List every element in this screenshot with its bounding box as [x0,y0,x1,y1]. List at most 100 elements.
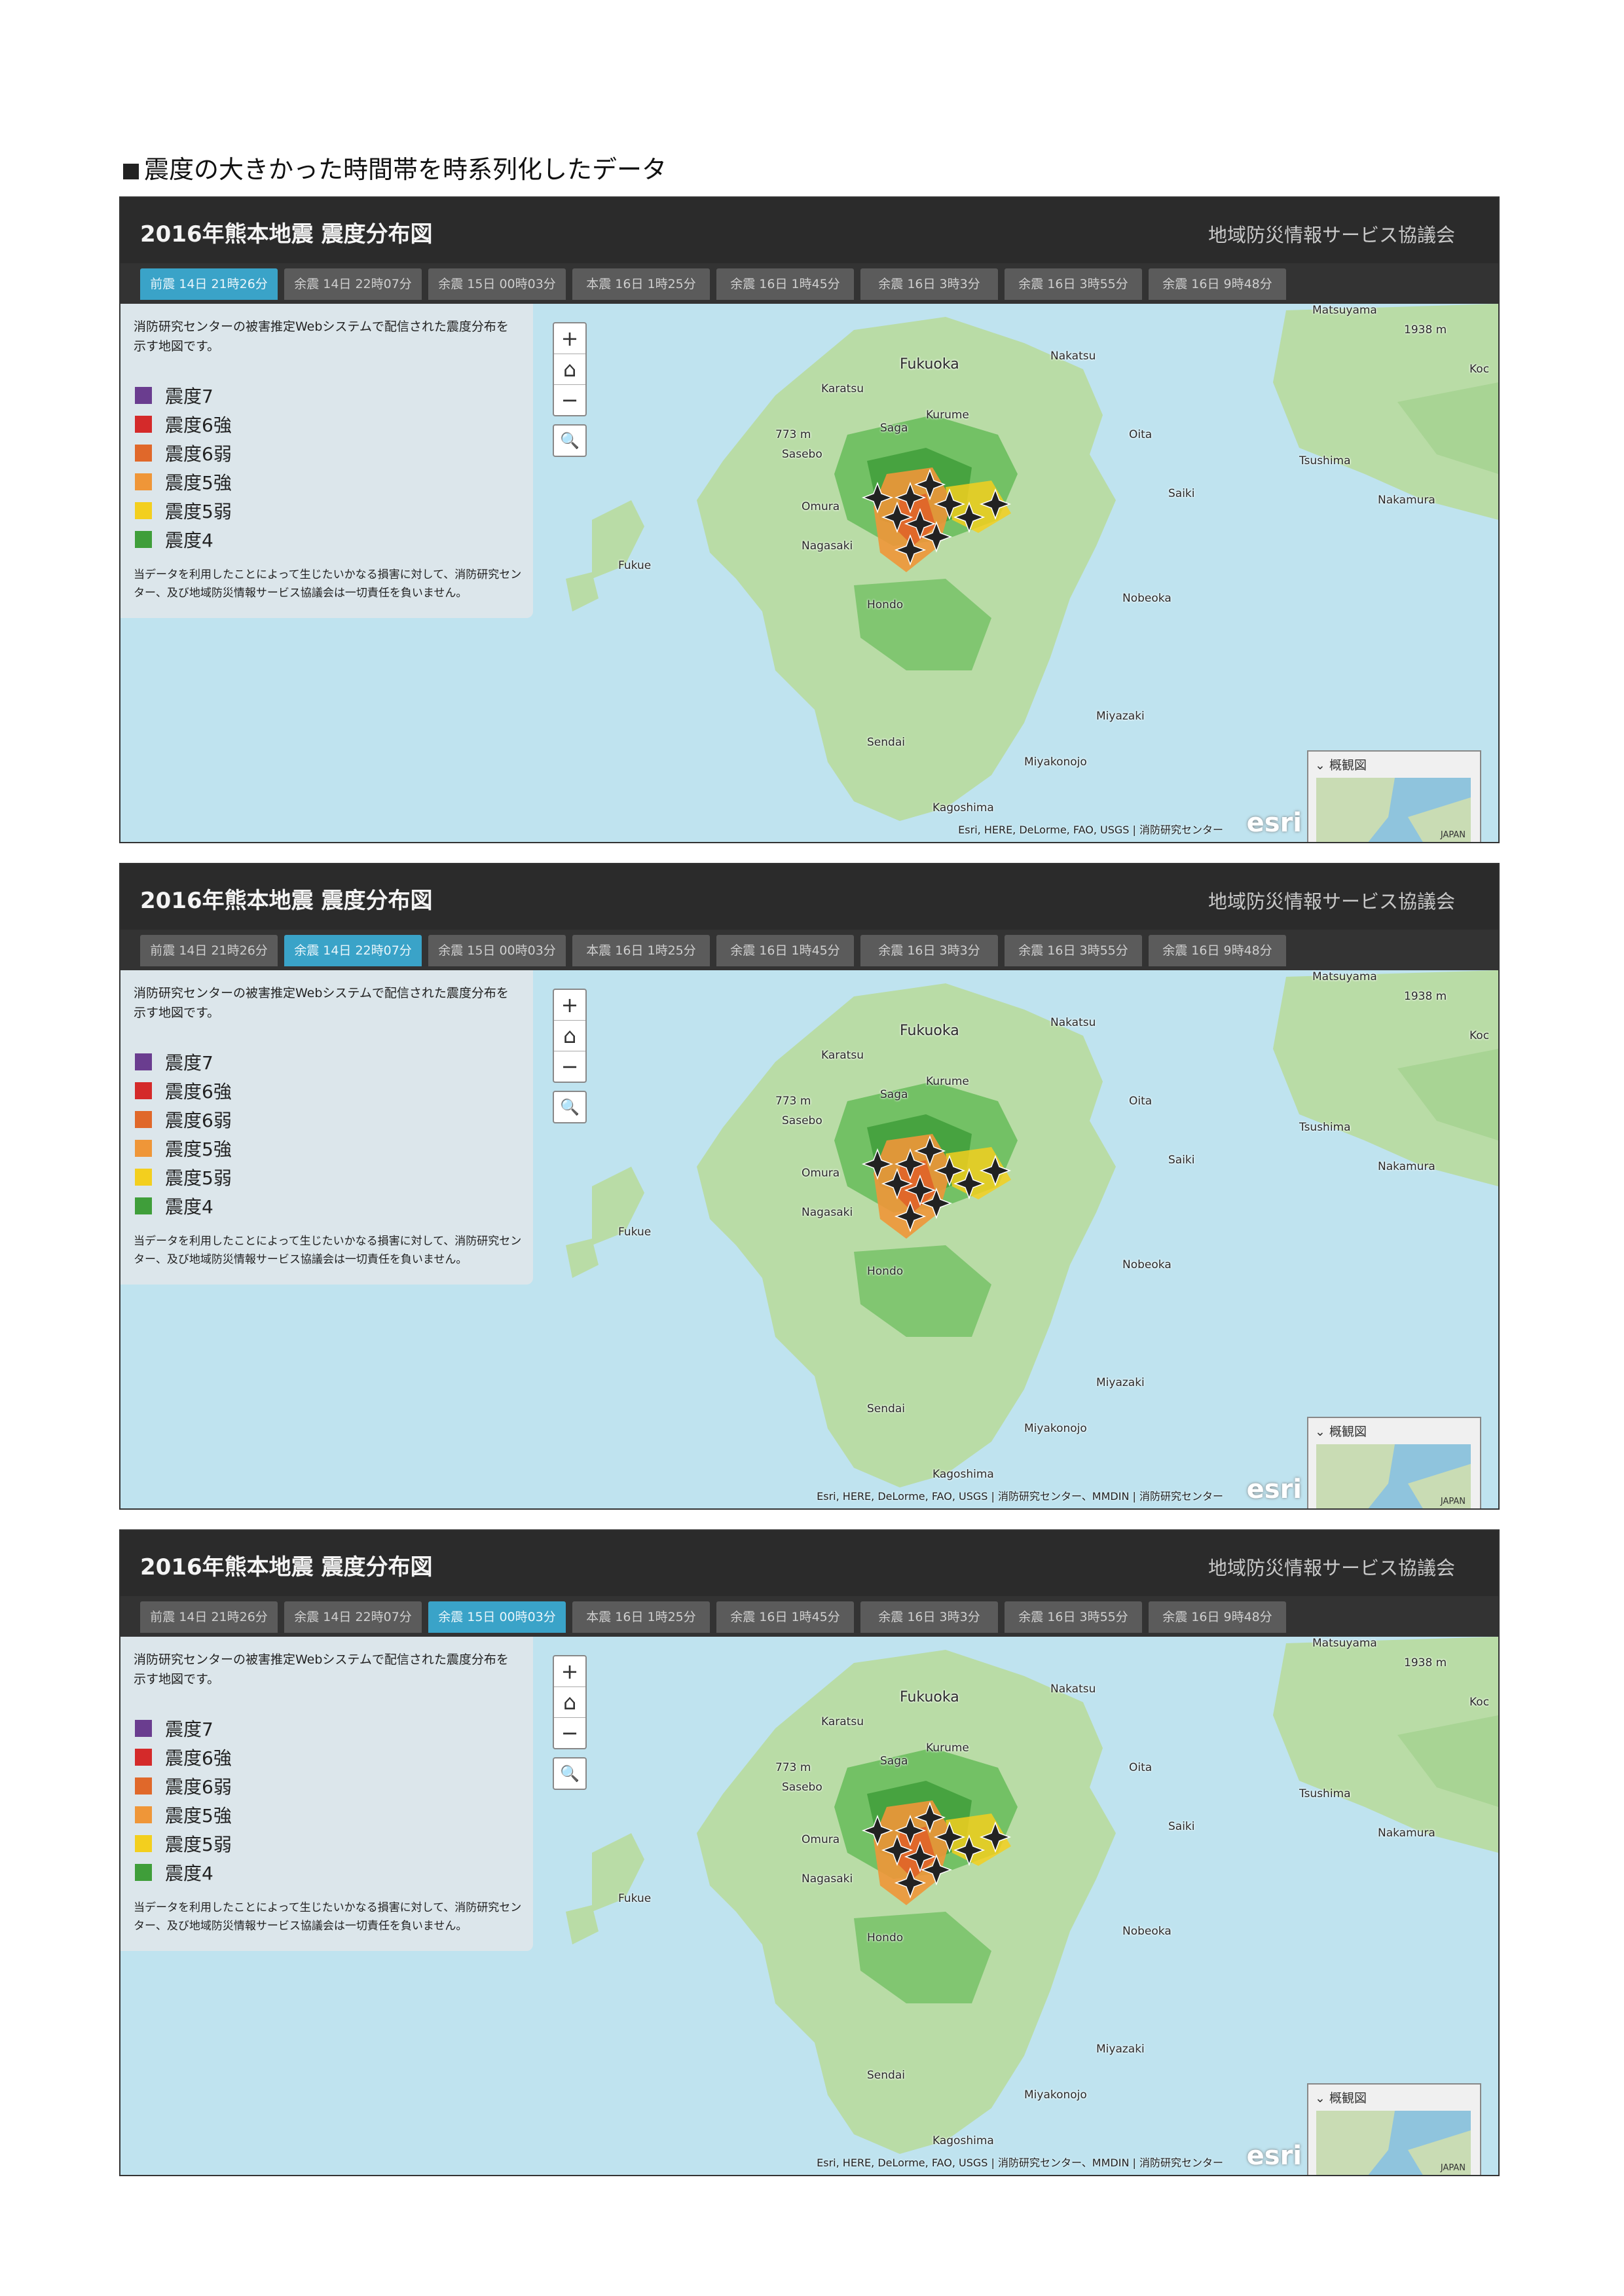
legend-swatch [135,502,152,519]
zoom-out-button[interactable]: − [561,1054,579,1079]
tab-event-6[interactable]: 余震 16日 3時3分 [860,935,998,966]
tab-event-6[interactable]: 余震 16日 3時3分 [860,268,998,300]
document-heading: 震度の大きかった時間帯を時系列化したデータ [123,149,667,185]
legend-item-shindo-7: 震度7 [135,1048,232,1076]
place-nagasaki: Nagasaki [802,539,853,553]
legend-label: 震度5弱 [165,501,232,522]
tab-event-2[interactable]: 余震 14日 22時07分 [284,1601,422,1633]
legend-label: 震度4 [165,1863,213,1884]
place-elevation-1: 773 m [775,1761,811,1774]
tab-event-3[interactable]: 余震 15日 00時03分 [428,1601,566,1633]
tab-event-5[interactable]: 余震 16日 1時45分 [716,935,854,966]
legend-item-shindo-5-lower: 震度5弱 [135,496,232,525]
place-kurume: Kurume [926,409,969,422]
overview-map-panel[interactable]: ⌄ 概観図 JAPAN [1307,2083,1481,2175]
overview-map-panel[interactable]: ⌄ 概観図 JAPAN [1307,1417,1481,1508]
place-saiki: Saiki [1168,1820,1195,1833]
home-button[interactable]: ⌂ [554,354,585,385]
organization-name: 地域防災情報サービス協議会 [1208,890,1455,913]
tab-event-2[interactable]: 余震 14日 22時07分 [284,935,422,966]
legend-panel: 消防研究センターの被害推定Webシステムで配信された震度分布を示す地図です。 震… [120,304,533,618]
tab-event-7[interactable]: 余震 16日 3時55分 [1005,1601,1142,1633]
place-tsushima: Tsushima [1299,1121,1351,1134]
place-elevation-2: 1938 m [1404,323,1447,337]
zoom-out-button[interactable]: − [561,1721,579,1745]
zoom-out-button[interactable]: − [561,388,579,412]
legend-label: 震度5強 [165,472,232,494]
place-koc: Koc [1469,1029,1490,1042]
tab-event-1[interactable]: 前震 14日 21時26分 [140,268,278,300]
overview-label: 概観図 [1329,1425,1367,1439]
overview-minimap: JAPAN [1316,1444,1471,1508]
overview-label: 概観図 [1329,758,1367,773]
legend-disclaimer: 当データを利用したことによって生じたいかなる損害に対して、消防研究センター、及び… [134,1235,522,1266]
esri-logo: esri [1246,808,1302,838]
esri-logo: esri [1246,2141,1302,2171]
tab-event-8[interactable]: 余震 16日 9時48分 [1149,1601,1286,1633]
place-nagasaki: Nagasaki [802,1206,853,1219]
tab-event-6[interactable]: 余震 16日 3時3分 [860,1601,998,1633]
legend-swatch [135,1720,152,1737]
overview-header[interactable]: ⌄ 概観図 [1315,758,1367,773]
legend-swatch [135,473,152,490]
home-button[interactable]: ⌂ [554,1687,585,1718]
zoom-in-button[interactable]: + [554,1656,585,1687]
place-matsuyama: Matsuyama [1312,1637,1377,1650]
legend-swatch [135,1864,152,1881]
zoom-in-button[interactable]: + [554,990,585,1021]
tab-event-4[interactable]: 本震 16日 1時25分 [572,935,710,966]
tab-event-5[interactable]: 余震 16日 1時45分 [716,268,854,300]
tab-event-8[interactable]: 余震 16日 9時48分 [1149,268,1286,300]
legend-swatch [135,531,152,548]
legend-label: 震度6弱 [165,1776,232,1798]
tab-event-5[interactable]: 余震 16日 1時45分 [716,1601,854,1633]
overview-country-label: JAPAN [1440,830,1466,840]
map-attribution: Esri, HERE, DeLorme, FAO, USGS | 消防研究センタ… [817,1490,1223,1503]
overview-map-panel[interactable]: ⌄ 概観図 JAPAN [1307,750,1481,842]
tab-event-3[interactable]: 余震 15日 00時03分 [428,268,566,300]
zoom-in-button[interactable]: + [554,323,585,354]
legend-item-shindo-7: 震度7 [135,1714,232,1743]
legend-disclaimer: 当データを利用したことによって生じたいかなる損害に対して、消防研究センター、及び… [134,1901,522,1933]
place-kagoshima: Kagoshima [932,1468,994,1481]
tab-event-4[interactable]: 本震 16日 1時25分 [572,1601,710,1633]
place-saga: Saga [880,1088,908,1101]
legend-swatch [135,387,152,404]
overview-header[interactable]: ⌄ 概観図 [1315,1425,1367,1439]
legend-list: 震度7 震度6強 震度6弱 震度5強 震度5弱 震度4 [135,1714,232,1887]
legend-label: 震度6強 [165,1747,232,1769]
place-kurume: Kurume [926,1741,969,1755]
place-fukue: Fukue [618,559,652,572]
tab-event-4[interactable]: 本震 16日 1時25分 [572,268,710,300]
place-matsuyama: Matsuyama [1312,304,1377,317]
legend-item-shindo-4: 震度4 [135,1858,232,1887]
tab-event-1[interactable]: 前震 14日 21時26分 [140,1601,278,1633]
legend-label: 震度5強 [165,1139,232,1160]
legend-intro: 消防研究センターの被害推定Webシステムで配信された震度分布を示す地図です。 [134,986,509,1020]
map-attribution: Esri, HERE, DeLorme, FAO, USGS | 消防研究センタ… [958,824,1223,836]
legend-item-shindo-7: 震度7 [135,381,232,410]
tab-event-8[interactable]: 余震 16日 9時48分 [1149,935,1286,966]
legend-panel: 消防研究センターの被害推定Webシステムで配信された震度分布を示す地図です。 震… [120,1637,533,1951]
zoom-control: + ⌂ − [553,1655,587,1749]
tab-event-1[interactable]: 前震 14日 21時26分 [140,935,278,966]
search-button[interactable]: 🔍 [553,424,587,457]
place-fukuoka: Fukuoka [900,1689,959,1705]
legend-swatch [135,1140,152,1157]
home-button[interactable]: ⌂ [554,1021,585,1051]
legend-label: 震度6弱 [165,443,232,465]
search-button[interactable]: 🔍 [553,1757,587,1790]
tab-event-7[interactable]: 余震 16日 3時55分 [1005,268,1142,300]
legend-label: 震度7 [165,1719,213,1740]
legend-label: 震度7 [165,1052,213,1074]
tab-event-2[interactable]: 余震 14日 22時07分 [284,268,422,300]
intensity-map[interactable]: Fukuoka Nakatsu Karatsu Saga Kurume Oita… [120,304,1498,842]
overview-header[interactable]: ⌄ 概観図 [1315,2091,1367,2105]
organization-name: 地域防災情報サービス協議会 [1208,224,1455,246]
tab-event-3[interactable]: 余震 15日 00時03分 [428,935,566,966]
search-button[interactable]: 🔍 [553,1091,587,1123]
place-sendai: Sendai [867,2069,905,2082]
overview-country-label: JAPAN [1440,1497,1466,1506]
place-miyakonojo: Miyakonojo [1024,756,1087,769]
tab-event-7[interactable]: 余震 16日 3時55分 [1005,935,1142,966]
